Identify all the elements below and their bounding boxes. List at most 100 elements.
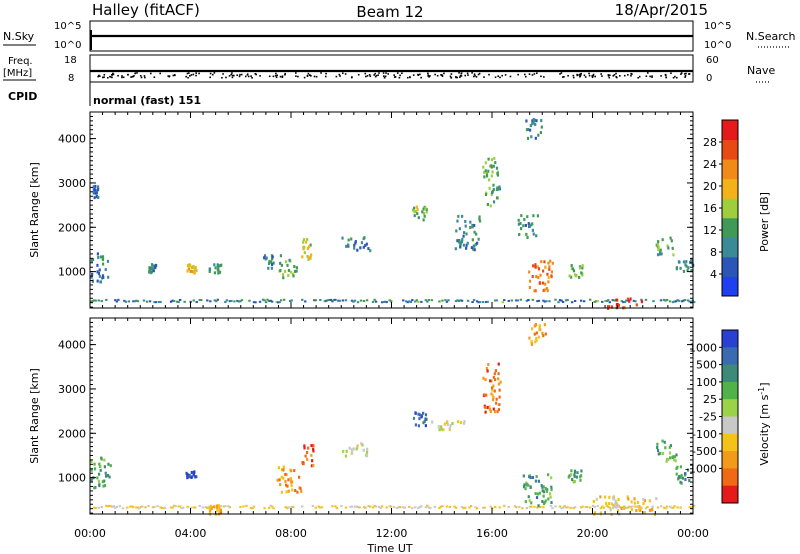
echo-cell [536,214,540,218]
nave-dot [230,73,232,76]
ground-scatter-cell [206,299,209,302]
echo-cell [99,255,103,259]
ground-scatter-cell [145,300,149,303]
echo-cell [656,446,659,450]
ground-scatter-cell [620,300,624,303]
ground-scatter-cell [585,505,589,508]
ground-scatter-cell [374,505,378,508]
nave-dot [594,75,596,78]
ground-scatter-cell [539,505,542,508]
echo-cell [282,276,285,280]
echo-cell [490,164,493,168]
nave-dot [499,76,501,79]
ground-scatter-cell [332,298,336,301]
echo-cell [342,449,345,453]
echo-cell [538,281,541,285]
echo-cell [216,508,219,512]
echo-cell [568,274,571,278]
ground-scatter-cell [471,301,474,304]
ground-scatter-cell [367,504,370,507]
nave-dot [630,72,632,75]
echo-cell [293,265,296,269]
echo-cell [279,261,282,265]
echo-cell [489,410,493,414]
echo-cell [420,415,423,419]
echo-cell [210,507,213,511]
ground-scatter-cell [359,299,363,302]
ground-scatter-cell [136,506,140,509]
ground-scatter-cell [601,300,604,303]
echo-cell [486,405,489,409]
echo-cell [494,369,498,373]
echo-cell [633,501,636,505]
echo-cell [187,267,190,271]
ground-scatter-cell [371,506,375,509]
echo-cell [309,255,312,259]
echo-cell [454,247,457,251]
echo-cell [363,236,366,240]
nave-dot [188,72,190,74]
ground-scatter-cell [100,300,103,303]
echo-cell [106,473,110,477]
nave-dot [247,75,250,78]
echo-cell [457,240,461,244]
nave-dot [427,72,429,75]
ground-scatter-cell [689,506,693,509]
sky-right-tick-top: 10^5 [704,21,731,32]
echo-cell [287,478,290,482]
velocity-colorbar: 1000 500 100 25 -25 -100 -500 -1000 [685,329,739,504]
echo-cell [284,269,287,273]
ground-scatter-cell [195,301,198,304]
echo-cell [605,501,608,505]
echo-cell [546,272,549,276]
echo-cell [487,363,490,367]
echo-cell [535,336,538,340]
echo-cell [107,275,110,279]
ground-scatter-cell [263,507,266,510]
echo-cell [354,241,357,245]
ground-scatter-cell [267,506,271,509]
ground-scatter-cell [135,299,138,302]
echo-cell [492,407,495,411]
echo-cell [95,191,98,195]
echo-cell [281,273,285,277]
echo-cell [90,468,93,472]
ground-scatter-cell [595,300,598,303]
nave-dot [600,73,602,75]
echo-cell [617,504,620,508]
echo-cell [667,458,670,462]
ground-scatter-cell [573,506,577,509]
ground-scatter-cell [178,298,182,301]
echo-cell [108,475,111,479]
ground-scatter-cell [340,504,343,507]
echo-cell [218,270,222,274]
echo-cell [474,242,477,246]
nave-dot [533,73,536,75]
echo-cell [484,193,488,197]
echo-cell [215,505,218,509]
ground-scatter-cell [105,504,108,507]
ground-scatter-cell [227,505,230,508]
ground-scatter-cell [353,299,357,302]
echo-cell [484,161,487,165]
echo-cell [414,423,417,427]
echo-cell [289,476,292,480]
echo-cell [660,252,663,256]
ground-scatter-cell [126,506,129,509]
ground-scatter-cell [463,506,467,509]
ground-scatter-cell [478,301,482,304]
ground-scatter-cell [282,298,286,301]
nave-dot [409,76,411,78]
echo-cell [96,185,100,189]
echo-cell [495,397,498,401]
echo-cell [548,492,552,496]
echo-cell [469,220,472,224]
echo-cell [101,257,104,261]
echo-cell [668,451,672,455]
nave-dot [399,74,401,77]
ground-scatter-cell [290,299,293,302]
nave-dot [276,74,279,77]
echo-cell [527,495,530,499]
echo-cell [484,410,487,414]
echo-cell [495,166,499,170]
